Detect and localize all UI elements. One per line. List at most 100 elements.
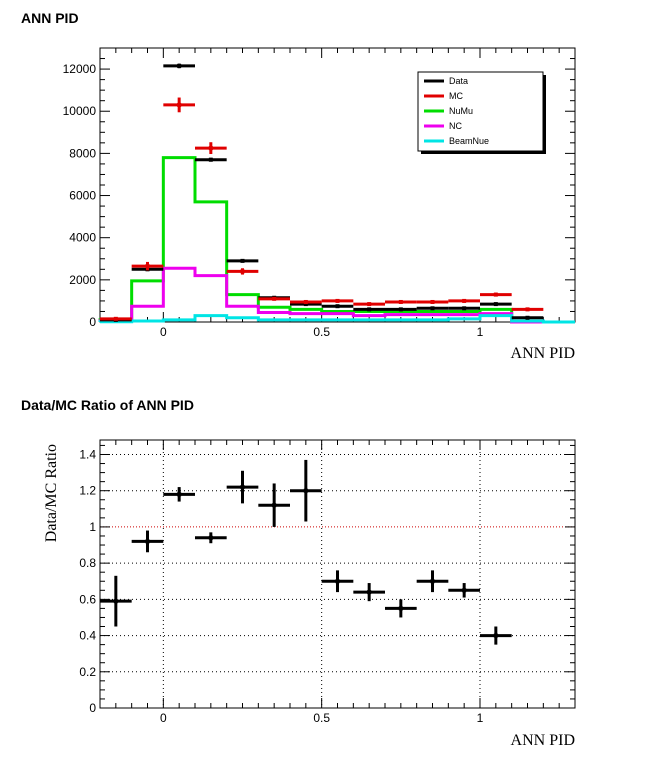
series-data-point: [511, 315, 544, 320]
marker: [113, 316, 118, 321]
x-tick-label: 1: [477, 325, 484, 339]
series-mc-point: [258, 296, 290, 301]
ratio-chart-title: Data/MC Ratio of ANN PID: [21, 397, 194, 413]
marker: [113, 599, 118, 604]
anns-pid-histogram: 0 2000 4000 6000 8000 10000 12000 0 0.5 1 ANN PID D…: [63, 47, 576, 362]
y-tick-label: 8000: [69, 146, 96, 160]
series-mc-point: [353, 302, 385, 307]
series-mc-point: [385, 299, 417, 304]
ratio-point: [258, 483, 290, 527]
y-tick-label: 0.4: [79, 629, 96, 643]
ratio-point: [100, 575, 132, 627]
series-mc-point: [100, 316, 132, 321]
y-axis-label: Data/MC Ratio: [43, 444, 60, 542]
marker: [430, 299, 435, 304]
marker: [240, 485, 245, 490]
marker: [240, 269, 245, 274]
legend-label-nc: NC: [449, 121, 462, 131]
y-tick-label: 1.2: [79, 484, 96, 498]
x-axis-label: ANN PID: [511, 732, 575, 749]
marker: [493, 633, 498, 638]
x-tick-label: 0.5: [313, 325, 330, 339]
ratio-point: [226, 470, 259, 504]
ratio-point: [353, 583, 385, 602]
ratio-point: [385, 599, 417, 618]
marker: [367, 302, 372, 307]
marker: [335, 304, 340, 309]
marker: [208, 157, 213, 162]
series-mc-point: [163, 97, 195, 113]
marker: [303, 302, 308, 307]
y-tick-label: 0.8: [79, 556, 96, 570]
ratio-point: [416, 570, 449, 593]
marker: [367, 590, 372, 595]
legend: Data MC NuMu NC BeamNue: [417, 71, 546, 154]
y-tick-label: 0: [89, 701, 96, 715]
ratio-point: [131, 530, 164, 553]
marker: [462, 298, 467, 303]
marker: [525, 307, 530, 312]
marker: [145, 264, 150, 269]
y-tick-label: 0.2: [79, 665, 96, 679]
marker: [335, 298, 340, 303]
marker: [398, 299, 403, 304]
marker: [177, 102, 182, 107]
marker: [493, 302, 498, 307]
series-mc-point: [511, 307, 544, 312]
series-mc-point: [416, 299, 449, 304]
ratio-point: [480, 626, 512, 645]
top-chart-title: ANN PID: [21, 10, 79, 26]
marker: [335, 579, 340, 584]
marker: [240, 258, 245, 263]
series-data-point: [226, 258, 259, 263]
series-data-point: [321, 304, 354, 309]
y-tick-label: 1.4: [79, 447, 96, 461]
series-data-point: [480, 302, 512, 307]
series-mc-point: [290, 299, 322, 304]
marker: [145, 539, 150, 544]
legend-label-numu: NuMu: [449, 106, 473, 116]
y-tick-label: 12000: [63, 62, 97, 76]
y-tick-label: 1: [89, 520, 96, 534]
ratio-point: [290, 459, 322, 522]
marker: [462, 588, 467, 593]
y-tick-label: 2000: [69, 273, 96, 287]
series-mc-point: [226, 268, 259, 275]
marker: [303, 488, 308, 493]
x-tick-label: 0.5: [313, 711, 330, 725]
x-tick-label: 1: [477, 711, 484, 725]
x-axis-label: ANN PID: [511, 345, 575, 362]
ratio-point: [163, 487, 195, 502]
series-data-point: [385, 307, 417, 312]
legend-label-mc: MC: [449, 91, 463, 101]
series-data-point: [195, 157, 227, 162]
marker: [367, 307, 372, 312]
marker: [398, 307, 403, 312]
series-mc-point: [321, 298, 354, 303]
marker: [430, 306, 435, 311]
marker: [208, 535, 213, 540]
series-data-point: [163, 63, 195, 69]
series-data-point: [416, 306, 449, 311]
series-mc-point: [195, 142, 227, 155]
series-mc-point: [131, 261, 164, 271]
series-mc-point: [448, 298, 480, 303]
marker: [430, 579, 435, 584]
ratio-point: [448, 583, 480, 598]
series-mc-point: [480, 292, 512, 297]
x-tick-label: 0: [160, 325, 167, 339]
marker: [398, 606, 403, 611]
y-tick-label: 6000: [69, 189, 96, 203]
marker: [272, 503, 277, 508]
x-tick-label: 0: [160, 711, 167, 725]
legend-label-data: Data: [449, 76, 468, 86]
marker: [177, 63, 182, 68]
series-nc-step: [98, 266, 575, 324]
legend-label-beamnue: BeamNue: [449, 136, 489, 146]
marker: [208, 146, 213, 151]
marker: [177, 492, 182, 497]
ratio-point: [195, 532, 227, 544]
y-tick-label: 0.6: [79, 592, 96, 606]
series-data-point: [353, 307, 385, 312]
